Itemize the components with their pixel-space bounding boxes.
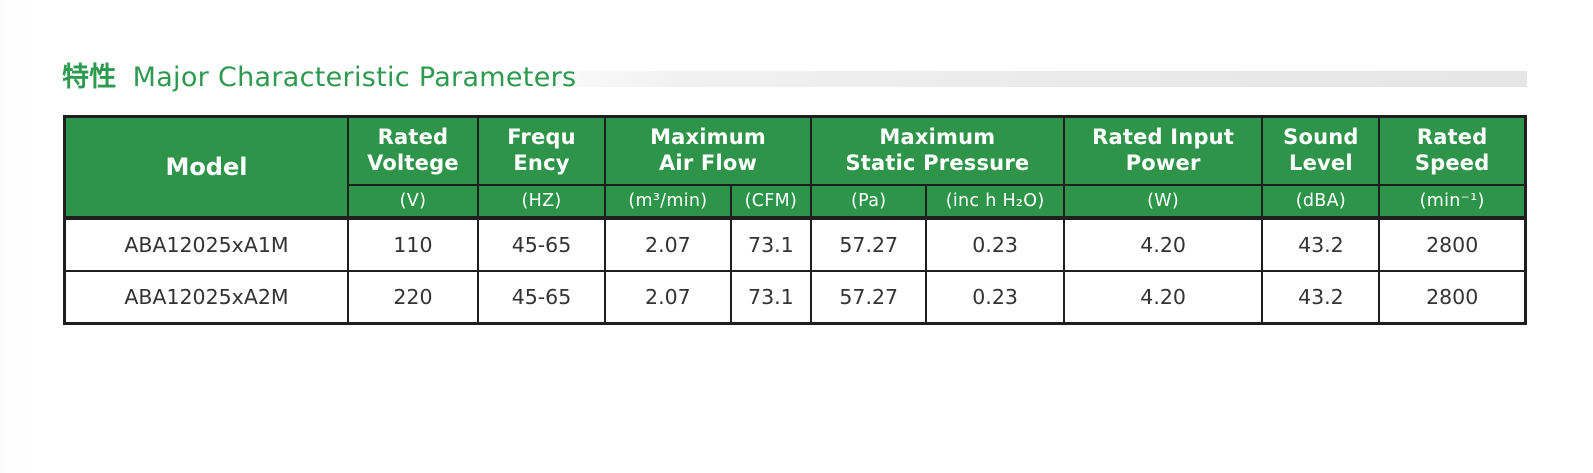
header-max-static-pressure: Maximum Static Pressure	[810, 115, 1065, 186]
header-frequency-line1: Frequ	[507, 125, 576, 150]
unit-speed: (min⁻¹)	[1378, 183, 1527, 220]
header-rated-input-power-line1: Rated Input	[1092, 125, 1235, 150]
cell-power: 4.20	[1062, 269, 1264, 325]
header-sound-level-line1: Sound	[1283, 125, 1359, 150]
header-max-air-flow: Maximum Air Flow	[604, 115, 813, 186]
section-title-cjk: 特性	[62, 62, 117, 93]
unit-airflow-cfm: (CFM)	[729, 183, 813, 220]
unit-sound: (dBA)	[1261, 183, 1381, 220]
cell-pressure-inch-h2o: 0.23	[925, 269, 1065, 325]
cell-pressure-pa: 57.27	[810, 216, 928, 272]
unit-pressure-inch-h2o: (inc h H₂O)	[925, 183, 1065, 220]
unit-pressure-pa: (Pa)	[810, 183, 928, 220]
cell-frequency: 45-65	[476, 269, 607, 325]
cell-airflow-cfm: 73.1	[729, 216, 813, 272]
header-model: Model	[63, 115, 349, 220]
header-max-static-pressure-line2: Static Pressure	[845, 150, 1030, 175]
cell-speed: 2800	[1378, 269, 1527, 325]
header-frequency: Frequ Ency	[476, 115, 607, 186]
cell-frequency: 45-65	[476, 216, 607, 272]
unit-frequency: (HZ)	[476, 183, 607, 220]
header-rated-input-power-line2: Power	[1125, 150, 1201, 175]
header-rated-speed: Rated Speed	[1378, 115, 1527, 186]
cell-speed: 2800	[1378, 216, 1527, 272]
header-frequency-line2: Ency	[513, 150, 570, 175]
cell-airflow-m3: 2.07	[604, 216, 732, 272]
table-row: ABA12025xA2M 220 45-65 2.07 73.1 57.27 0…	[63, 269, 1527, 325]
header-row-main: Model Rated Voltege Frequ Ency Maximum A…	[63, 115, 1527, 220]
cell-pressure-inch-h2o: 0.23	[925, 216, 1065, 272]
header-rated-voltage-line1: Rated	[377, 125, 449, 150]
page-edge-shading	[0, 0, 26, 473]
cell-airflow-cfm: 73.1	[729, 269, 813, 325]
header-row-units: (V) (HZ) (m³/min) (CFM) (Pa) (inc h H₂O)…	[65, 183, 1527, 220]
cell-power: 4.20	[1062, 216, 1264, 272]
header-rated-speed-line1: Rated	[1416, 125, 1488, 150]
header-rated-input-power: Rated Input Power	[1062, 115, 1264, 186]
header-rated-speed-line2: Speed	[1414, 150, 1490, 175]
cell-airflow-m3: 2.07	[604, 269, 732, 325]
cell-sound: 43.2	[1261, 216, 1381, 272]
cell-voltage: 220	[346, 269, 479, 325]
unit-airflow-m3: (m³/min)	[604, 183, 732, 220]
title-underline-bar	[63, 71, 1527, 87]
cell-voltage: 110	[346, 216, 479, 272]
header-max-air-flow-line2: Air Flow	[658, 150, 758, 175]
header-max-static-pressure-line1: Maximum	[879, 125, 996, 150]
unit-power: (W)	[1062, 183, 1264, 220]
cell-pressure-pa: 57.27	[810, 269, 928, 325]
cell-model: ABA12025xA2M	[63, 269, 349, 325]
header-rated-voltage: Rated Voltege	[346, 115, 479, 186]
header-sound-level: Sound Level	[1261, 115, 1381, 186]
header-sound-level-line2: Level	[1289, 150, 1353, 175]
header-max-air-flow-line1: Maximum	[650, 125, 766, 150]
unit-voltage: (V)	[346, 183, 479, 220]
cell-sound: 43.2	[1261, 269, 1381, 325]
section-title: 特性 Major Characteristic Parameters	[62, 60, 1527, 96]
header-rated-voltage-line2: Voltege	[367, 150, 459, 175]
table-row: ABA12025xA1M 110 45-65 2.07 73.1 57.27 0…	[63, 216, 1527, 272]
cell-model: ABA12025xA1M	[63, 216, 349, 272]
section-title-english: Major Characteristic Parameters	[132, 62, 577, 93]
characteristics-table: Model Rated Voltege Frequ Ency Maximum A…	[63, 115, 1527, 325]
section-title-block: 特性 Major Characteristic Parameters	[62, 60, 1527, 96]
